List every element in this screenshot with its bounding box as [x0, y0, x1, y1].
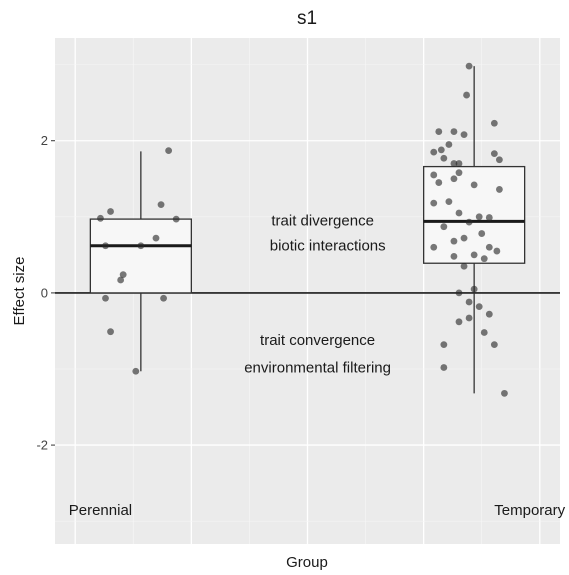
data-point [440, 223, 448, 231]
data-point [475, 303, 483, 310]
data-point [465, 298, 473, 306]
annotations: trait divergence biotic interactions trait… [69, 213, 566, 519]
data-point [157, 201, 165, 209]
data-point [485, 310, 493, 318]
jitter-points [97, 62, 508, 397]
data-point [455, 209, 463, 217]
data-point [107, 208, 114, 215]
data-point [490, 341, 498, 349]
y-tick-label: 2 [41, 133, 48, 148]
data-point [172, 215, 180, 223]
data-point [107, 328, 114, 336]
data-point [485, 214, 493, 221]
data-point [460, 262, 468, 270]
group-label: Temporary [494, 502, 565, 519]
data-point [440, 364, 448, 371]
y-axis: -2 0 2 [36, 133, 55, 453]
data-point [97, 214, 104, 222]
data-point [440, 341, 448, 349]
data-point [465, 218, 473, 226]
data-point [490, 150, 498, 158]
data-point [475, 213, 483, 221]
data-point [455, 169, 463, 177]
data-point [478, 230, 486, 237]
data-point [485, 243, 493, 251]
y-tick-label: -2 [36, 438, 48, 453]
x-axis-title: Group [286, 554, 328, 571]
data-point [460, 131, 468, 139]
data-point [470, 285, 478, 293]
data-point [430, 148, 438, 156]
annotation-label: trait convergence [260, 332, 375, 349]
data-point [160, 294, 167, 302]
data-point [435, 128, 443, 135]
data-point [435, 179, 443, 186]
data-point [450, 160, 458, 167]
data-point [102, 242, 109, 250]
data-point [119, 271, 127, 279]
data-point [455, 289, 463, 297]
data-point [480, 255, 488, 263]
data-point [460, 234, 468, 242]
data-point [102, 294, 109, 302]
data-point [465, 314, 473, 322]
data-point [455, 318, 463, 326]
data-point [501, 389, 508, 397]
data-point [480, 329, 488, 336]
data-point [463, 91, 470, 99]
data-point [496, 156, 503, 164]
data-point [470, 251, 478, 259]
data-point [450, 128, 458, 135]
boxplot-perennial [89, 151, 192, 372]
data-point [465, 62, 473, 70]
y-tick-label: 0 [41, 285, 48, 300]
y-axis-title: Effect size [11, 257, 28, 326]
data-point [152, 234, 160, 242]
data-point [440, 154, 448, 162]
data-point [450, 175, 458, 183]
chart-title: s1 [297, 8, 317, 29]
data-point [445, 198, 453, 205]
data-point [450, 237, 458, 245]
data-point [430, 171, 438, 179]
data-point [117, 276, 125, 284]
data-point [450, 252, 458, 260]
data-point [437, 146, 445, 154]
data-point [132, 367, 140, 375]
group-label: Perennial [69, 502, 132, 519]
data-point [470, 181, 478, 189]
data-point [137, 242, 145, 250]
data-point [445, 141, 453, 148]
annotation-label: biotic interactions [270, 238, 386, 255]
data-point [490, 119, 498, 127]
data-point [455, 160, 463, 167]
data-point [496, 186, 503, 193]
annotation-label: trait divergence [271, 213, 374, 230]
annotation-label: environmental filtering [244, 359, 391, 376]
box-iqr [89, 218, 192, 294]
data-point [430, 199, 438, 207]
data-point [430, 243, 438, 251]
data-point [165, 147, 173, 155]
data-point [493, 247, 501, 255]
